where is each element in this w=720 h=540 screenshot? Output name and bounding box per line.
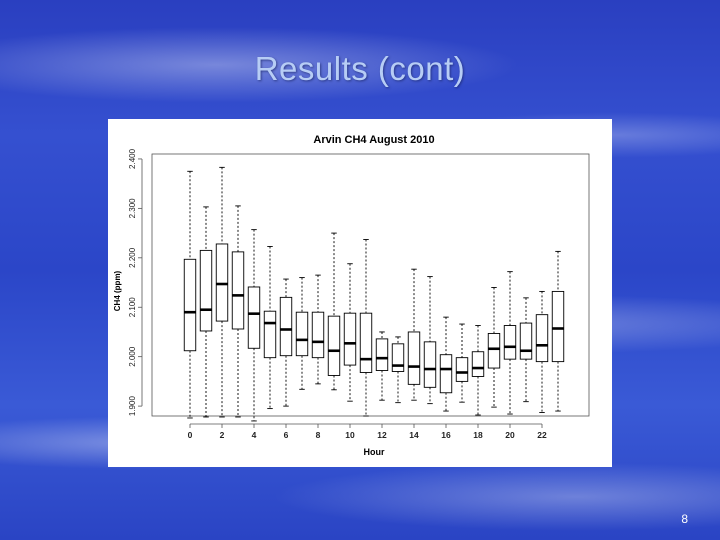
x-tick-label: 0	[188, 430, 193, 440]
iqr-box	[215, 243, 229, 322]
box-hour-20	[503, 271, 517, 415]
y-tick-label: 2.000	[128, 346, 137, 367]
box-series	[183, 166, 565, 422]
box-hour-5	[263, 245, 277, 410]
y-tick-label: 2.200	[128, 247, 137, 268]
x-tick-label: 16	[441, 430, 451, 440]
box-hour-6	[279, 278, 293, 407]
box-hour-11	[359, 239, 373, 417]
iqr-box	[535, 314, 549, 363]
box-hour-8	[311, 274, 325, 385]
box-hour-4	[247, 229, 261, 422]
x-tick-label: 10	[345, 430, 355, 440]
box-hour-15	[423, 276, 437, 405]
box-hour-1	[199, 206, 213, 418]
iqr-box	[279, 296, 293, 357]
y-tick-label: 2.300	[128, 198, 137, 219]
box-hour-21	[519, 297, 533, 403]
iqr-box	[183, 258, 197, 352]
iqr-box	[503, 325, 517, 360]
box-hour-16	[439, 316, 453, 412]
boxplot-chart: Arvin CH4 August 2010 Hour CH4 (ppm) 1.9…	[113, 134, 590, 457]
y-axis: 1.900 2.000 2.100 2.200 2.300 2.400	[128, 148, 143, 417]
box-hour-10	[343, 263, 357, 402]
iqr-box	[359, 312, 373, 373]
y-tick-label: 2.100	[128, 297, 137, 318]
iqr-box	[391, 343, 405, 372]
y-tick-label: 2.400	[128, 148, 137, 169]
box-hour-22	[535, 290, 549, 413]
iqr-box	[551, 290, 565, 363]
slide-title: Results (cont)	[254, 50, 466, 87]
iqr-box	[231, 251, 245, 330]
iqr-box	[375, 338, 389, 371]
x-tick-label: 6	[284, 430, 289, 440]
x-tick-label: 18	[473, 430, 483, 440]
x-tick-label: 4	[252, 430, 257, 440]
iqr-box	[327, 315, 341, 376]
box-hour-3	[231, 205, 245, 418]
iqr-box	[263, 310, 277, 359]
iqr-box	[487, 332, 501, 369]
box-hour-2	[215, 166, 229, 418]
box-hour-12	[375, 331, 389, 401]
chart-panel: Arvin CH4 August 2010 Hour CH4 (ppm) 1.9…	[108, 119, 612, 467]
x-tick-label: 22	[537, 430, 547, 440]
box-hour-9	[327, 232, 341, 391]
x-axis: 0 2 4 6 8 10 12 14 16 18 20 22	[188, 423, 547, 440]
iqr-box	[295, 311, 309, 357]
plot-frame	[151, 153, 590, 417]
y-tick-label: 1.900	[128, 396, 137, 417]
x-axis-label: Hour	[364, 447, 385, 457]
iqr-box	[455, 357, 469, 382]
box-hour-7	[295, 277, 309, 390]
box-hour-17	[455, 323, 469, 403]
box-hour-18	[471, 325, 485, 416]
chart-title: Arvin CH4 August 2010	[313, 134, 434, 146]
page-number: 8	[681, 512, 688, 526]
y-axis-label: CH4 (ppm)	[113, 270, 122, 311]
iqr-box	[519, 322, 533, 360]
x-tick-label: 2	[220, 430, 225, 440]
iqr-box	[311, 311, 325, 359]
iqr-box	[199, 249, 213, 332]
box-hour-13	[391, 336, 405, 404]
box-hour-19	[487, 287, 501, 408]
x-tick-label: 14	[409, 430, 419, 440]
box-hour-23	[551, 250, 565, 412]
iqr-box	[439, 354, 453, 394]
iqr-box	[423, 341, 437, 388]
iqr-box	[247, 286, 261, 349]
iqr-box	[471, 351, 485, 377]
iqr-box	[407, 331, 421, 385]
x-tick-label: 12	[377, 430, 387, 440]
box-hour-14	[407, 268, 421, 401]
x-tick-label: 20	[505, 430, 515, 440]
box-hour-0	[183, 170, 197, 419]
iqr-box	[343, 312, 357, 366]
x-tick-label: 8	[316, 430, 321, 440]
